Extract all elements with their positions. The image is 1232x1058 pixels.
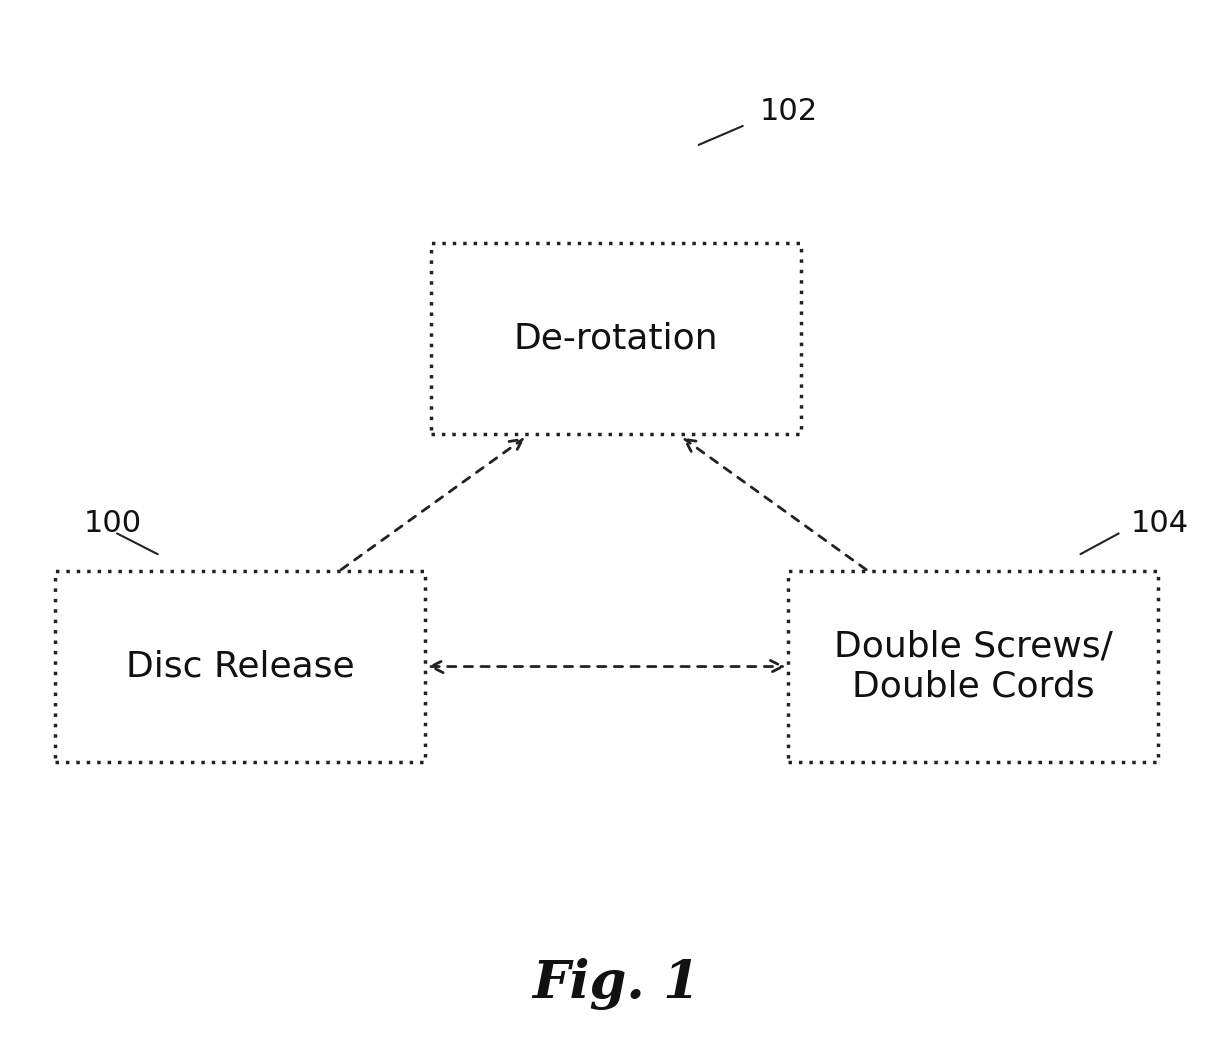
Text: De-rotation: De-rotation [514, 322, 718, 355]
Text: 100: 100 [84, 509, 142, 539]
Text: 104: 104 [1131, 509, 1189, 539]
Text: Fig. 1: Fig. 1 [532, 957, 700, 1010]
Text: Disc Release: Disc Release [126, 650, 355, 683]
Text: 102: 102 [760, 96, 818, 126]
Bar [55, 571, 425, 762]
Text: Double Screws/
Double Cords: Double Screws/ Double Cords [834, 630, 1112, 704]
Bar [431, 243, 801, 434]
Bar [788, 571, 1158, 762]
